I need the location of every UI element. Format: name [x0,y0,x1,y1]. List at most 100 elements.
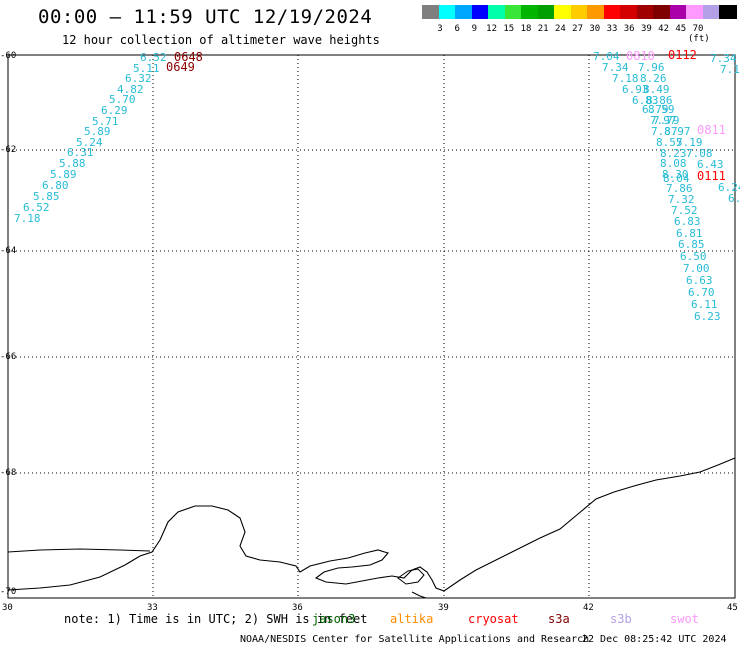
wave-height-value: 8.86 [646,94,673,107]
colorbar-swatch [521,5,539,19]
generated-timestamp: 22 Dec 08:25:42 UTC 2024 [582,634,727,645]
wave-height-value: 6.11 [691,298,718,311]
graticule [8,55,735,598]
colorbar-swatch [719,5,737,19]
map-frame [7,54,736,599]
lat-tick-label: -66 [0,352,17,362]
wave-height-value: 7.18 [14,212,41,225]
lon-tick-label: 33 [147,603,158,613]
colorbar-label: 15 [503,24,515,34]
colorbar-swatch [636,5,655,19]
wave-height-value: 5.24 [76,136,103,149]
wave-height-value: 7.04 [593,50,620,63]
colorbar-label: 9 [471,24,478,34]
colorbar-label: 27 [572,24,584,34]
lon-tick-label: 36 [292,603,303,613]
pass-time-label: 0649 [166,60,195,74]
wave-height-value: 7.79 [653,114,680,127]
wave-height-value: 6.52 [23,201,50,214]
colorbar-swatch [504,5,523,19]
wave-height-value: 6.32 [125,72,152,85]
wave-height-value: 6.81 [676,227,703,240]
colorbar-label: 42 [658,24,670,34]
satellite-label-s3b: s3b [610,612,632,626]
wave-height-value: 7.97 [650,114,677,127]
satellite-label-jason3: jason3 [312,612,356,626]
coastline-secondary [7,548,151,553]
wave-height-value: 6.50 [680,250,707,263]
wave-height-value: 8.97 [664,125,691,138]
wave-height-value: 8.08 [660,157,687,170]
island [397,568,425,585]
lat-tick-label: -70 [0,587,17,597]
wave-height-value: 7.08 [686,147,713,160]
colorbar-label: 24 [554,24,566,34]
wave-height-value: 5.70 [109,93,136,106]
wave-height-value: 7.52 [671,204,698,217]
map-title: 00:00 – 11:59 UTC 12/19/2024 [38,6,373,28]
colorbar-label: 3 [437,24,443,34]
wave-height-value: 8.26 [640,72,667,85]
wave-height-value: 6.43 [697,158,724,171]
wave-height-value: 6.29 [101,104,128,117]
satellite-label-altika: altika [390,612,434,626]
colorbar-swatch [488,5,506,19]
lat-tick-label: -60 [0,51,17,61]
wave-height-value: 6.83 [674,215,701,228]
wave-height-value: 6.70 [688,286,715,299]
colorbar-swatch [686,5,704,19]
colorbar-swatch [537,5,556,19]
units-note: note: 1) Time is in UTC; 2) SWH is in fe… [64,612,368,626]
colorbar-label: 36 [623,24,635,34]
inlet [411,591,427,599]
wave-height-value: 8.30 [662,168,689,181]
wave-height-value: 7.87 [651,125,678,138]
wave-height-value: 6.52 [140,51,167,64]
wave-height-value: 4.82 [117,83,144,96]
colorbar-swatch [702,5,721,19]
colorbar-label: 33 [606,24,618,34]
lon-tick-label: 39 [438,603,449,613]
credit-line: NOAA/NESDIS Center for Satellite Applica… [240,634,590,645]
wave-height-value: 8.04 [663,172,690,185]
wave-height-value: 6.79 [642,103,669,116]
wave-height-value: 6.63 [686,274,713,287]
colorbar-swatch [455,5,473,19]
lon-tick-label: 42 [583,603,594,613]
wave-height-value: 5.85 [33,190,60,203]
colorbar-label: 30 [589,24,601,34]
wave-height-value: 8.55 [656,136,683,149]
lat-tick-label: -64 [0,246,17,256]
wave-height-value: 6.93 [622,83,649,96]
wave-height-value: 7.34 [602,61,629,74]
wave-height-value: 7.00 [683,262,710,275]
satellite-label-cryosat: cryosat [468,612,519,626]
colorbar-label: 18 [520,24,532,34]
colorbar-swatch [620,5,638,19]
colorbar-swatch [669,5,688,19]
colorbar-swatch [570,5,589,19]
wave-height-value: 7.32 [668,193,695,206]
colorbar-label: 39 [640,24,652,34]
colorbar-swatch [438,5,457,19]
colorbar-label: 12 [486,24,498,34]
wave-height-value: 6.85 [678,238,705,251]
colorbar-swatch [587,5,605,19]
lat-tick-label: -68 [0,468,17,478]
colorbar-swatch [422,5,440,19]
wave-height-value: 7.18 [612,72,639,85]
pass-time-label: 0648 [174,50,203,64]
wave-height-value: 8.23 [660,147,687,160]
wave-height-value: 5.11 [133,62,160,75]
lat-tick-label: -62 [0,145,17,155]
colorbar-swatch [603,5,622,19]
wave-height-value: 7.34 [710,52,737,65]
wave-height-value: 7.19 [676,136,703,149]
colorbar-label: 21 [537,24,549,34]
wave-height-value: 5.88 [59,157,86,170]
lon-tick-label: 30 [2,603,13,613]
wave-height-value: 8.59 [648,103,675,116]
pass-time-label: 0112 [668,48,697,62]
lon-tick-label: 45 [727,603,738,613]
